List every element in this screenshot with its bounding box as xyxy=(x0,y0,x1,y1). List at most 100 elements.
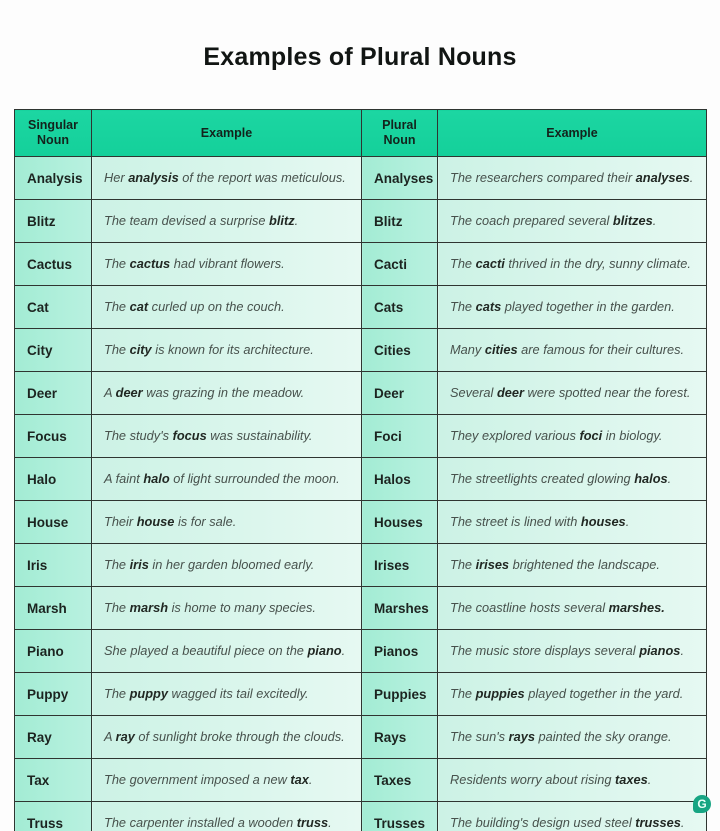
singular-noun-label: Focus xyxy=(27,428,67,444)
singular-noun-label: Ray xyxy=(27,729,52,745)
singular-example-sentence: The study's focus was sustainability. xyxy=(104,428,313,443)
plural-noun-cell: Cities xyxy=(361,328,438,372)
singular-example-cell: The city is known for its architecture. xyxy=(91,328,362,372)
plural-example-cell: The music store displays several pianos. xyxy=(437,629,707,673)
plural-example-sentence: The music store displays several pianos. xyxy=(450,643,684,658)
table-row: Puppy The puppy wagged its tail excitedl… xyxy=(14,672,707,716)
plural-noun-label: Cities xyxy=(374,342,411,358)
singular-example-cell: The government imposed a new tax. xyxy=(91,758,362,802)
plural-noun-label: Cacti xyxy=(374,256,408,272)
plural-example-sentence: The irises brightened the landscape. xyxy=(450,557,660,572)
singular-noun-cell: House xyxy=(14,500,92,544)
plural-noun-label: Foci xyxy=(374,428,402,444)
singular-example-cell: The team devised a surprise blitz. xyxy=(91,199,362,243)
singular-example-sentence: Her analysis of the report was meticulou… xyxy=(104,170,346,185)
plural-example-sentence: Residents worry about rising taxes. xyxy=(450,772,652,787)
singular-noun-label: Deer xyxy=(27,385,58,401)
plural-noun-label: Trusses xyxy=(374,815,426,831)
singular-noun-cell: Truss xyxy=(14,801,92,831)
plural-noun-cell: Pianos xyxy=(361,629,438,673)
singular-noun-label: Truss xyxy=(27,815,64,831)
plural-example-cell: The puppies played together in the yard. xyxy=(437,672,707,716)
plural-noun-cell: Foci xyxy=(361,414,438,458)
singular-noun-label: Cat xyxy=(27,299,49,315)
singular-noun-cell: Cactus xyxy=(14,242,92,286)
plural-example-sentence: The streetlights created glowing halos. xyxy=(450,471,672,486)
singular-noun-label: Puppy xyxy=(27,686,69,702)
plural-example-sentence: They explored various foci in biology. xyxy=(450,428,663,443)
singular-example-cell: The cactus had vibrant flowers. xyxy=(91,242,362,286)
plural-noun-label: Pianos xyxy=(374,643,419,659)
singular-noun-label: Analysis xyxy=(27,170,83,186)
plural-example-cell: Residents worry about rising taxes. xyxy=(437,758,707,802)
plural-noun-cell: Halos xyxy=(361,457,438,501)
plural-example-sentence: Many cities are famous for their culture… xyxy=(450,342,685,357)
plural-noun-cell: Rays xyxy=(361,715,438,759)
plural-example-cell: The coastline hosts several marshes. xyxy=(437,586,707,630)
singular-example-sentence: The cactus had vibrant flowers. xyxy=(104,256,285,271)
singular-example-sentence: She played a beautiful piece on the pian… xyxy=(104,643,346,658)
singular-example-sentence: The city is known for its architecture. xyxy=(104,342,314,357)
plural-example-cell: The sun's rays painted the sky orange. xyxy=(437,715,707,759)
plural-noun-cell: Puppies xyxy=(361,672,438,716)
singular-example-sentence: The government imposed a new tax. xyxy=(104,772,313,787)
plural-example-sentence: Several deer were spotted near the fores… xyxy=(450,385,691,400)
table-row: Cat The cat curled up on the couch. Cats… xyxy=(14,285,707,329)
singular-noun-label: Cactus xyxy=(27,256,73,272)
table-row: Tax The government imposed a new tax. Ta… xyxy=(14,758,707,802)
singular-noun-cell: Deer xyxy=(14,371,92,415)
plural-example-sentence: The coastline hosts several marshes. xyxy=(450,600,665,615)
singular-example-sentence: The team devised a surprise blitz. xyxy=(104,213,299,228)
table-row: House Their house is for sale. Houses Th… xyxy=(14,500,707,544)
singular-example-sentence: A ray of sunlight broke through the clou… xyxy=(104,729,345,744)
plural-example-cell: They explored various foci in biology. xyxy=(437,414,707,458)
plural-noun-cell: Trusses xyxy=(361,801,438,831)
plural-example-cell: The coach prepared several blitzes. xyxy=(437,199,707,243)
grammarly-logo-icon: G xyxy=(693,795,711,813)
table-row: Truss The carpenter installed a wooden t… xyxy=(14,801,707,831)
plural-example-sentence: The cats played together in the garden. xyxy=(450,299,675,314)
plural-noun-label: Analyses xyxy=(374,170,434,186)
plural-noun-cell: Analyses xyxy=(361,156,438,200)
table-row: Piano She played a beautiful piece on th… xyxy=(14,629,707,673)
plural-nouns-table: Singular Noun Example Plural Noun Exampl… xyxy=(14,109,707,831)
table-body: Analysis Her analysis of the report was … xyxy=(14,156,707,831)
plural-noun-cell: Cats xyxy=(361,285,438,329)
singular-example-sentence: The carpenter installed a wooden truss. xyxy=(104,815,332,830)
singular-example-sentence: The iris in her garden bloomed early. xyxy=(104,557,315,572)
singular-example-cell: The study's focus was sustainability. xyxy=(91,414,362,458)
plural-noun-cell: Cacti xyxy=(361,242,438,286)
plural-noun-label: Deer xyxy=(374,385,405,401)
singular-example-sentence: The puppy wagged its tail excitedly. xyxy=(104,686,309,701)
singular-noun-cell: Analysis xyxy=(14,156,92,200)
plural-example-cell: The irises brightened the landscape. xyxy=(437,543,707,587)
plural-noun-label: Houses xyxy=(374,514,423,530)
singular-example-cell: Their house is for sale. xyxy=(91,500,362,544)
plural-noun-cell: Irises xyxy=(361,543,438,587)
singular-noun-cell: Puppy xyxy=(14,672,92,716)
singular-example-cell: A deer was grazing in the meadow. xyxy=(91,371,362,415)
singular-example-sentence: Their house is for sale. xyxy=(104,514,237,529)
plural-example-sentence: The puppies played together in the yard. xyxy=(450,686,684,701)
plural-noun-cell: Houses xyxy=(361,500,438,544)
singular-noun-label: Piano xyxy=(27,643,64,659)
singular-noun-cell: Cat xyxy=(14,285,92,329)
singular-example-sentence: The marsh is home to many species. xyxy=(104,600,316,615)
plural-example-sentence: The building's design used steel trusses… xyxy=(450,815,685,830)
singular-noun-cell: Marsh xyxy=(14,586,92,630)
plural-example-sentence: The cacti thrived in the dry, sunny clim… xyxy=(450,256,691,271)
header-singular-example: Example xyxy=(91,109,362,157)
singular-example-cell: A ray of sunlight broke through the clou… xyxy=(91,715,362,759)
singular-noun-label: House xyxy=(27,514,69,530)
header-singular-noun: Singular Noun xyxy=(14,109,92,157)
table-row: Deer A deer was grazing in the meadow. D… xyxy=(14,371,707,415)
plural-example-cell: The building's design used steel trusses… xyxy=(437,801,707,831)
plural-example-sentence: The sun's rays painted the sky orange. xyxy=(450,729,672,744)
plural-example-sentence: The street is lined with houses. xyxy=(450,514,630,529)
plural-noun-label: Cats xyxy=(374,299,404,315)
plural-example-cell: The cats played together in the garden. xyxy=(437,285,707,329)
plural-example-sentence: The coach prepared several blitzes. xyxy=(450,213,657,228)
plural-noun-cell: Taxes xyxy=(361,758,438,802)
singular-example-sentence: The cat curled up on the couch. xyxy=(104,299,285,314)
